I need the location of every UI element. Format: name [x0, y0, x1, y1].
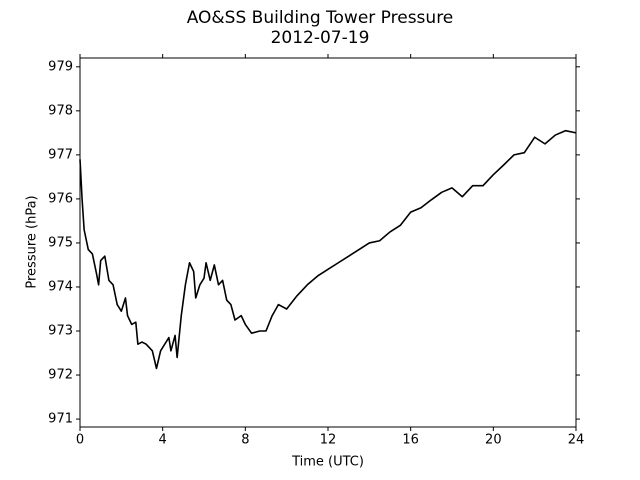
y-tick-label: 973	[48, 324, 73, 339]
x-tick-label: 16	[402, 433, 419, 448]
x-tick-label: 0	[76, 433, 84, 448]
y-tick-label: 971	[48, 412, 73, 427]
y-tick-label: 974	[48, 279, 73, 294]
y-tick-label: 978	[48, 103, 73, 118]
y-tick-label: 976	[48, 191, 73, 206]
x-tick-label: 20	[485, 433, 502, 448]
x-axis-label: Time (UTC)	[291, 455, 364, 470]
x-tick-label: 8	[241, 433, 249, 448]
y-tick-label: 977	[48, 147, 73, 162]
y-tick-label: 972	[48, 368, 73, 383]
y-axis-label: Pressure (hPa)	[25, 195, 40, 288]
x-tick-label: 4	[159, 433, 167, 448]
plot-frame	[79, 57, 577, 428]
data-line	[79, 129, 577, 370]
x-tick-label: 24	[568, 433, 585, 448]
y-tick-label: 975	[48, 235, 73, 250]
chart-title: AO&SS Building Tower Pressure	[187, 8, 454, 28]
x-tick-label: 12	[320, 433, 337, 448]
y-tick-label: 979	[48, 59, 73, 74]
chart-subtitle: 2012-07-19	[271, 28, 370, 48]
